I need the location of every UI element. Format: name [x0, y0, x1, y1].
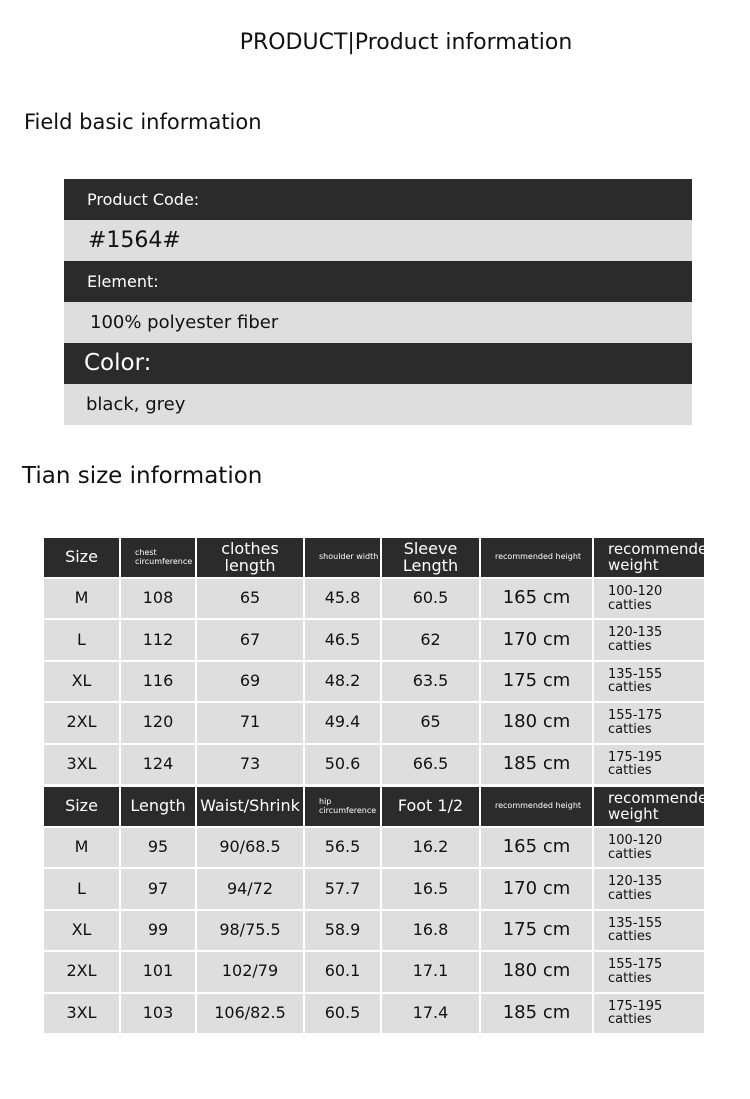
- table-cell: 71: [196, 702, 304, 744]
- column-header: clothes length: [196, 537, 304, 578]
- table-cell: 180 cm: [480, 702, 593, 744]
- table-cell: 155-175 catties: [593, 951, 705, 993]
- table-cell: 120-135 catties: [593, 619, 705, 661]
- table-cell: 90/68.5: [196, 827, 304, 869]
- column-header: recommended height: [480, 786, 593, 827]
- column-header: shoulder width: [304, 537, 381, 578]
- table-cell: 120: [120, 702, 196, 744]
- table-cell: M: [43, 827, 120, 869]
- section-title: Tian size information: [22, 463, 263, 489]
- table-cell: 16.2: [381, 827, 480, 869]
- column-header: Sleeve Length: [381, 537, 480, 578]
- table-cell: 94/72: [196, 868, 304, 910]
- table-cell: 62: [381, 619, 480, 661]
- table-cell: 97: [120, 868, 196, 910]
- column-header: recommended weight: [593, 537, 705, 578]
- table-cell: 49.4: [304, 702, 381, 744]
- table-cell: 180 cm: [480, 951, 593, 993]
- table-cell: 65: [381, 702, 480, 744]
- table-cell: M: [43, 578, 120, 620]
- table-cell: XL: [43, 660, 120, 703]
- column-header: Waist/Shrink: [196, 786, 304, 827]
- table-cell: 100-120 catties: [593, 578, 705, 620]
- table-cell: 58.9: [304, 909, 381, 952]
- table-cell: 170 cm: [480, 619, 593, 661]
- table-cell: 175-195 catties: [593, 743, 705, 785]
- info-label: Color:: [64, 343, 692, 384]
- table-cell: 60.5: [304, 992, 381, 1034]
- column-header: chest circumference: [120, 537, 196, 578]
- table-cell: L: [43, 868, 120, 910]
- table-cell: 101: [120, 951, 196, 993]
- table-cell: 165 cm: [480, 578, 593, 620]
- table-cell: 3XL: [43, 992, 120, 1034]
- table-cell: 65: [196, 578, 304, 620]
- table-cell: 175 cm: [480, 660, 593, 703]
- table-cell: 50.6: [304, 743, 381, 785]
- table-cell: 99: [120, 909, 196, 952]
- table-cell: 17.4: [381, 992, 480, 1034]
- column-header: Length: [120, 786, 196, 827]
- column-header: Size: [43, 537, 120, 578]
- column-header: Size: [43, 786, 120, 827]
- table-cell: 185 cm: [480, 992, 593, 1034]
- table-cell: 103: [120, 992, 196, 1034]
- section-title: Field basic information: [24, 110, 262, 134]
- table-cell: 175 cm: [480, 909, 593, 952]
- table-cell: 3XL: [43, 743, 120, 785]
- table-cell: 98/75.5: [196, 909, 304, 952]
- table-cell: XL: [43, 909, 120, 952]
- table-cell: 116: [120, 660, 196, 703]
- table-cell: 69: [196, 660, 304, 703]
- table-cell: 46.5: [304, 619, 381, 661]
- info-label: Product Code:: [64, 179, 692, 220]
- info-label: Element:: [64, 261, 692, 302]
- table-cell: 60.1: [304, 951, 381, 993]
- table-cell: 112: [120, 619, 196, 661]
- table-cell: 108: [120, 578, 196, 620]
- table-cell: 185 cm: [480, 743, 593, 785]
- table-cell: 170 cm: [480, 868, 593, 910]
- column-header: hip circumference: [304, 786, 381, 827]
- table-cell: 2XL: [43, 951, 120, 993]
- column-header: recommended height: [480, 537, 593, 578]
- info-value: black, grey: [64, 384, 692, 425]
- column-header: recommended weight: [593, 786, 705, 827]
- table-cell: 48.2: [304, 660, 381, 703]
- table-cell: 45.8: [304, 578, 381, 620]
- table-cell: 95: [120, 827, 196, 869]
- table-cell: 135-155 catties: [593, 909, 705, 952]
- info-value: #1564#: [64, 220, 692, 261]
- table-cell: 16.8: [381, 909, 480, 952]
- table-cell: 135-155 catties: [593, 660, 705, 703]
- table-cell: 16.5: [381, 868, 480, 910]
- table-cell: 66.5: [381, 743, 480, 785]
- table-cell: 63.5: [381, 660, 480, 703]
- info-value: 100% polyester fiber: [64, 302, 692, 343]
- table-cell: 67: [196, 619, 304, 661]
- table-cell: 56.5: [304, 827, 381, 869]
- table-cell: 106/82.5: [196, 992, 304, 1034]
- table-cell: 57.7: [304, 868, 381, 910]
- column-header: Foot 1/2: [381, 786, 480, 827]
- table-cell: 60.5: [381, 578, 480, 620]
- table-cell: 102/79: [196, 951, 304, 993]
- table-cell: 175-195 catties: [593, 992, 705, 1034]
- table-cell: 165 cm: [480, 827, 593, 869]
- table-cell: 73: [196, 743, 304, 785]
- page-title: PRODUCT|Product information: [239, 30, 573, 55]
- table-cell: 155-175 catties: [593, 702, 705, 744]
- table-cell: L: [43, 619, 120, 661]
- table-cell: 100-120 catties: [593, 827, 705, 869]
- table-cell: 2XL: [43, 702, 120, 744]
- table-cell: 17.1: [381, 951, 480, 993]
- table-cell: 120-135 catties: [593, 868, 705, 910]
- table-cell: 124: [120, 743, 196, 785]
